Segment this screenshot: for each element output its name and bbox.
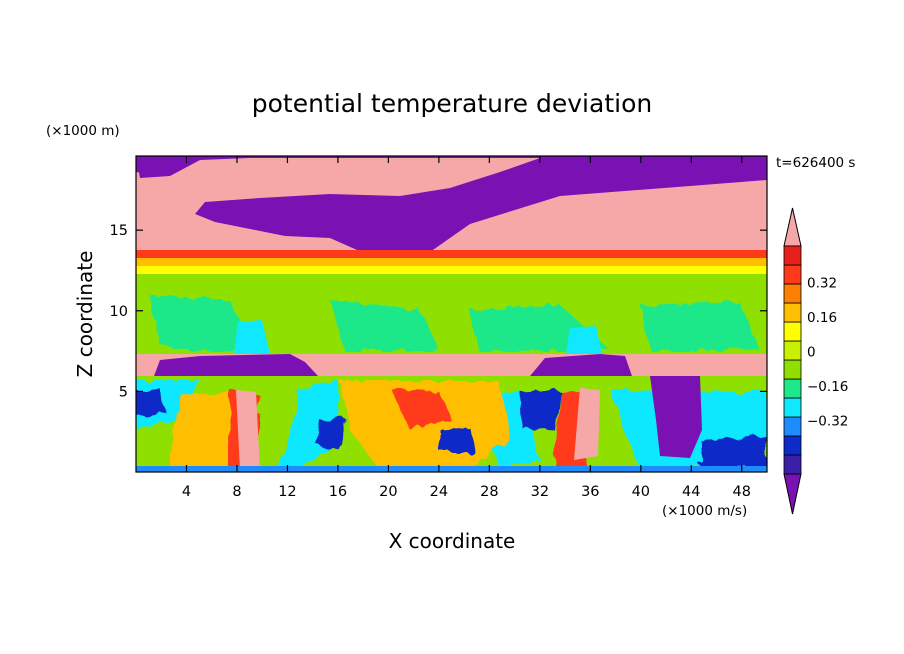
x-tick-label-3: 16 [329,484,347,500]
x-unit-label: (×1000 m/s) [662,503,747,519]
mid-purple-dome-right [530,354,632,376]
x-tick-label-9: 40 [632,484,650,500]
x-tick-label-2: 12 [278,484,296,500]
upper-anomaly-purple [136,156,767,272]
colorbar-tick-label-0: 0.32 [807,275,837,291]
colorbar-box-5 [783,359,802,380]
x-tick-label-7: 32 [531,484,549,500]
lower-red-cores [228,388,590,470]
colorbar-box-11 [783,245,802,266]
mid-green-streaks [150,295,760,352]
upper-left-spot [136,156,185,174]
lower-purple-plume [650,376,702,458]
x-tick-label-5: 24 [430,484,448,500]
colorbar-tick-label-3: −0.16 [807,379,848,395]
colorbar-box-1 [783,435,802,456]
time-label: t=626400 s [776,155,855,171]
colorbar-tick-label-4: −0.32 [807,413,848,429]
y-axis-label: Z coordinate [73,251,97,378]
mid-purple-dome-left [154,354,318,376]
colorbar-box-3 [783,397,802,418]
colorbar-box-4 [783,378,802,399]
x-tick-label-8: 36 [581,484,599,500]
colorbar-box-10 [783,264,802,285]
colorbar-box-8 [783,302,802,323]
bottom-edge-band [136,466,767,472]
band-red-upper [136,250,767,258]
contour-field [136,156,767,472]
band-orange [136,258,767,266]
colorbar-box-2 [783,416,802,437]
colorbar-tick-label-1: 0.16 [807,310,837,326]
colorbar-box-9 [783,283,802,304]
x-tick-label-0: 4 [182,484,191,500]
colorbar: 0.32 0.16 0 −0.16 −0.32 [783,207,848,515]
x-tick-label-1: 8 [232,484,241,500]
colorbar-extend-top [783,207,802,247]
x-axis-label: X coordinate [389,529,516,553]
y-ticks: 5 10 15 [110,223,767,400]
lower-blue-eddies [136,388,767,468]
plot-frame [135,155,768,473]
x-tick-label-6: 28 [480,484,498,500]
x-tick-label-4: 20 [379,484,397,500]
colorbar-tick-label-2: 0 [807,344,816,360]
y-tick-label-0: 5 [119,384,128,400]
y-tick-label-1: 10 [110,304,128,320]
lower-cyan-field [136,380,767,470]
y-tick-label-2: 15 [110,223,128,239]
x-tick-label-10: 44 [682,484,700,500]
colorbar-box-0 [783,454,802,475]
colorbar-box-6 [783,340,802,361]
colorbar-box-7 [783,321,802,342]
chart-title: potential temperature deviation [252,89,652,118]
band-yellow [136,266,767,274]
colorbar-extend-bottom [783,473,802,515]
x-ticks: 4 8 12 16 20 24 28 32 36 40 44 48 [182,156,751,500]
y-unit-label: (×1000 m) [46,123,120,139]
x-tick-label-11: 48 [733,484,751,500]
